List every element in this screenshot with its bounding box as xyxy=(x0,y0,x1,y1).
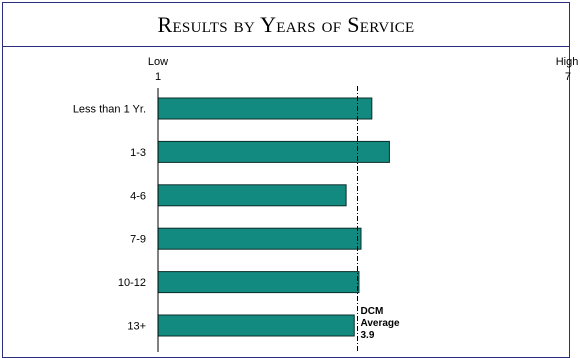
average-label-line2: Average xyxy=(361,318,401,329)
bar xyxy=(157,184,347,207)
average-label-line3: 3.9 xyxy=(361,330,375,341)
bar xyxy=(157,140,390,163)
category-label: Less than 1 Yr. xyxy=(73,104,146,116)
average-label-line1: DCM xyxy=(361,306,384,317)
bar xyxy=(157,97,373,120)
category-label: 1-3 xyxy=(130,147,146,159)
category-label: 13+ xyxy=(127,321,146,333)
category-label: 7-9 xyxy=(130,234,146,246)
category-label: 10-12 xyxy=(118,277,146,289)
chart-title: Results by Years of Service xyxy=(157,11,415,37)
category-label: 4-6 xyxy=(130,190,146,202)
scale-min-tick: 1 xyxy=(155,71,161,83)
title-bar: Results by Years of Service xyxy=(2,2,570,47)
scale-low-label: Low xyxy=(148,56,168,68)
scale-max-tick: 7 xyxy=(565,71,571,83)
bar xyxy=(157,271,360,294)
bar xyxy=(157,314,355,337)
bar xyxy=(157,227,362,250)
bars-layer: Less than 1 Yr. 1-3 4-6 7-9 10-12 13+ xyxy=(73,97,390,337)
scale-high-label: High xyxy=(556,56,579,68)
